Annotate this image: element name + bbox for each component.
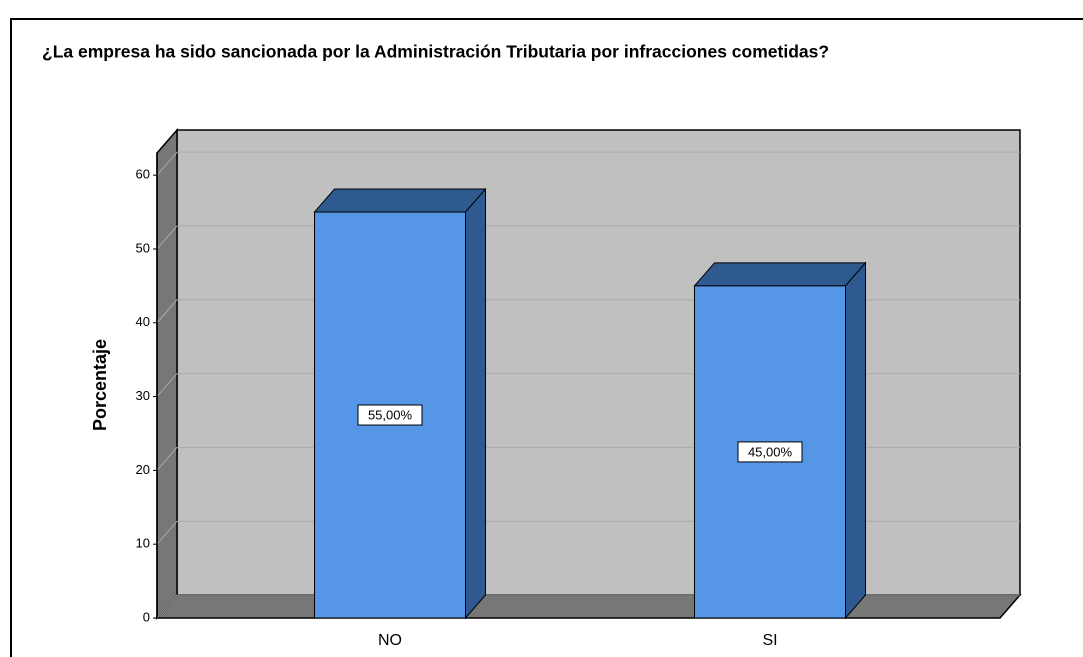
side-grid-line — [156, 373, 178, 397]
bar-side — [845, 261, 866, 620]
y-tick-label: 0 — [143, 609, 150, 624]
side-grid-line — [156, 299, 178, 324]
y-tick-label: 30 — [136, 388, 150, 403]
y-axis-label: Porcentaje — [90, 339, 110, 431]
y-tick-label: 40 — [136, 314, 150, 329]
side-grid-line — [156, 594, 178, 619]
y-tick-label: 10 — [136, 536, 150, 551]
value-label-box — [737, 441, 803, 463]
y-tick-label: 20 — [136, 462, 150, 477]
y-tick-label: 60 — [136, 167, 150, 182]
floor — [155, 594, 1022, 619]
side-grid-line — [156, 447, 178, 471]
bar-top — [313, 188, 487, 213]
y-tick-label: 50 — [136, 240, 150, 255]
side-grid-line — [156, 520, 178, 545]
x-tick-label: SI — [762, 632, 777, 649]
chart-title: ¿La empresa ha sido sancionada por la Ad… — [42, 42, 829, 62]
side-grid-line — [156, 225, 178, 250]
side-grid-line — [156, 151, 178, 176]
value-label-box — [357, 404, 423, 426]
value-label: 55,00% — [368, 407, 413, 422]
value-label: 45,00% — [748, 444, 793, 459]
frame — [10, 18, 1083, 657]
bar-side — [465, 187, 486, 620]
side-wall — [156, 127, 178, 621]
x-tick-label: NO — [378, 632, 402, 649]
bar-top — [693, 262, 867, 287]
back-wall — [176, 129, 1021, 596]
